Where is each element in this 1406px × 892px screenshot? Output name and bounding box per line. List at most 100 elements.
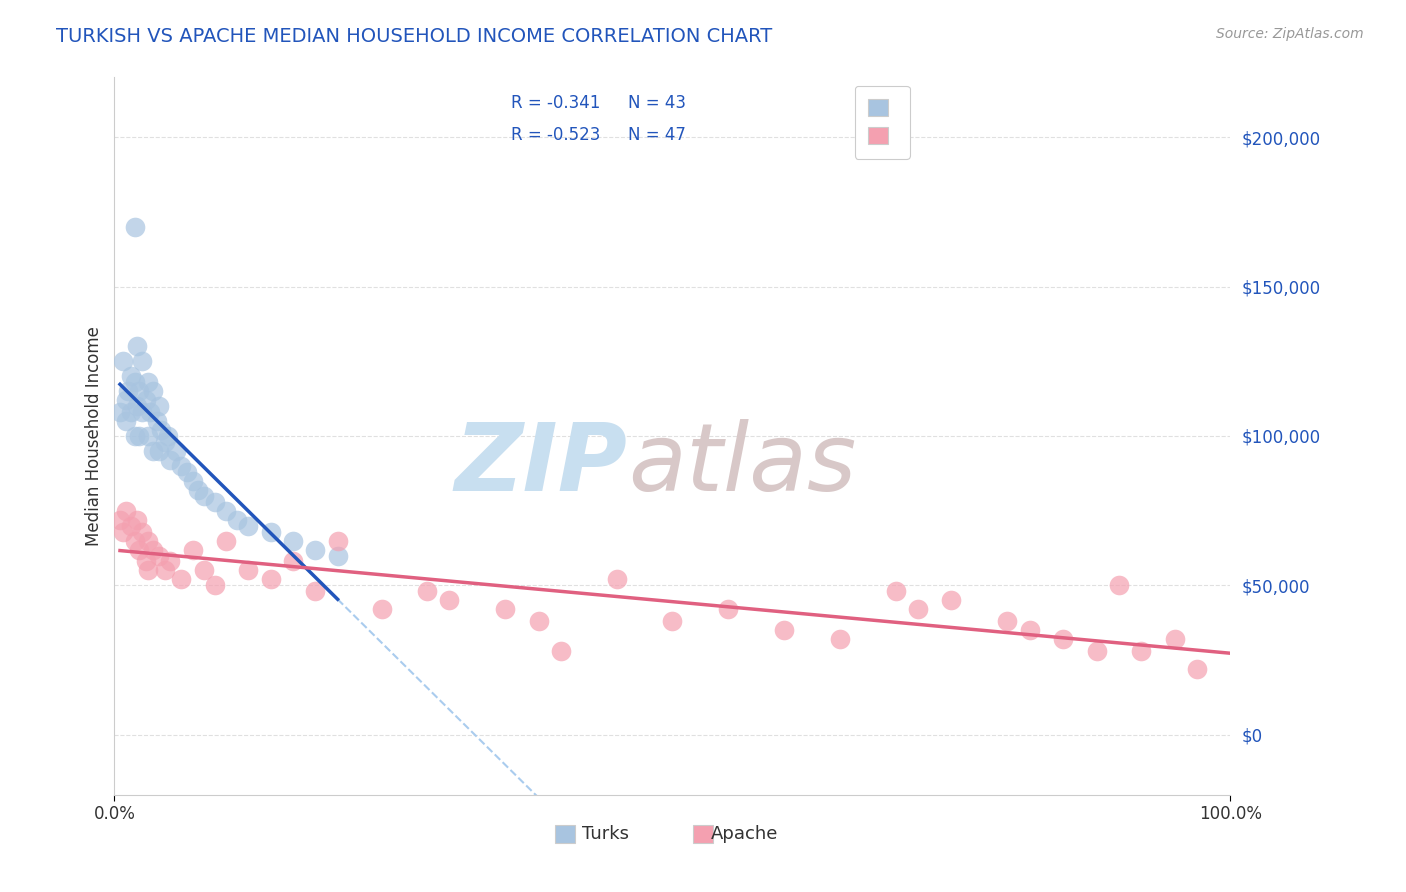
Point <box>153 434 176 449</box>
Text: Apache: Apache <box>711 825 779 843</box>
Point <box>1163 632 1185 647</box>
Point <box>260 524 283 539</box>
Point <box>136 564 159 578</box>
Point <box>304 542 326 557</box>
Point <box>124 533 146 548</box>
Text: TURKISH VS APACHE MEDIAN HOUSEHOLD INCOME CORRELATION CHART: TURKISH VS APACHE MEDIAN HOUSEHOLD INCOM… <box>56 27 772 45</box>
Point <box>416 584 439 599</box>
Point <box>717 602 740 616</box>
Point <box>131 524 153 539</box>
Point <box>112 354 135 368</box>
Point <box>112 524 135 539</box>
Point <box>124 219 146 234</box>
Point <box>304 584 326 599</box>
Point <box>148 444 170 458</box>
Text: R = -0.523: R = -0.523 <box>510 126 600 144</box>
Point <box>148 549 170 563</box>
Point <box>995 614 1018 628</box>
Point <box>124 429 146 443</box>
Point <box>146 414 169 428</box>
Point <box>1108 578 1130 592</box>
Y-axis label: Median Household Income: Median Household Income <box>86 326 103 546</box>
Point <box>128 429 150 443</box>
Point <box>128 384 150 399</box>
Point <box>159 554 181 568</box>
Point <box>153 564 176 578</box>
Point <box>204 578 226 592</box>
Point <box>550 644 572 658</box>
Point <box>165 444 187 458</box>
Point <box>156 429 179 443</box>
Point <box>131 354 153 368</box>
Text: R = -0.341: R = -0.341 <box>510 94 600 112</box>
Point <box>114 504 136 518</box>
Point <box>606 573 628 587</box>
Bar <box>693 825 713 843</box>
Point <box>120 369 142 384</box>
Point <box>371 602 394 616</box>
Point <box>108 405 131 419</box>
Text: atlas: atlas <box>628 419 856 510</box>
Point <box>135 393 157 408</box>
Point <box>124 375 146 389</box>
Point <box>1052 632 1074 647</box>
Point <box>281 533 304 548</box>
Point <box>142 542 165 557</box>
Point <box>159 453 181 467</box>
Point <box>1130 644 1153 658</box>
Point <box>142 444 165 458</box>
Point <box>114 393 136 408</box>
Point <box>117 384 139 399</box>
Text: N = 43: N = 43 <box>628 94 686 112</box>
Text: Source: ZipAtlas.com: Source: ZipAtlas.com <box>1216 27 1364 41</box>
Point <box>226 513 249 527</box>
Point <box>150 423 173 437</box>
Point <box>661 614 683 628</box>
Point <box>128 542 150 557</box>
Text: ZIP: ZIP <box>456 418 628 511</box>
Point <box>193 489 215 503</box>
Point <box>181 474 204 488</box>
Point <box>125 513 148 527</box>
Text: Turks: Turks <box>582 825 628 843</box>
Point <box>828 632 851 647</box>
Point <box>120 518 142 533</box>
Point <box>326 533 349 548</box>
Point <box>439 593 461 607</box>
Point <box>108 513 131 527</box>
Point <box>120 405 142 419</box>
Point <box>204 494 226 508</box>
Point <box>527 614 550 628</box>
Point <box>170 458 193 473</box>
Point <box>135 554 157 568</box>
Point <box>125 399 148 413</box>
Bar <box>555 825 575 843</box>
Point <box>884 584 907 599</box>
Legend: , : , <box>855 86 910 159</box>
Point <box>136 375 159 389</box>
Point <box>142 384 165 399</box>
Point <box>238 518 260 533</box>
Point <box>148 399 170 413</box>
Point <box>125 339 148 353</box>
Point <box>215 533 238 548</box>
Point <box>1085 644 1108 658</box>
Point <box>181 542 204 557</box>
Point <box>139 405 162 419</box>
Point <box>131 405 153 419</box>
Point <box>1185 662 1208 676</box>
Point <box>907 602 929 616</box>
Point <box>136 533 159 548</box>
Point <box>260 573 283 587</box>
Point <box>193 564 215 578</box>
Point <box>170 573 193 587</box>
Point <box>1018 624 1040 638</box>
Point <box>114 414 136 428</box>
Point <box>176 465 198 479</box>
Point <box>281 554 304 568</box>
Point <box>941 593 963 607</box>
Point <box>187 483 209 497</box>
Point <box>238 564 260 578</box>
Point <box>494 602 516 616</box>
Point <box>215 504 238 518</box>
